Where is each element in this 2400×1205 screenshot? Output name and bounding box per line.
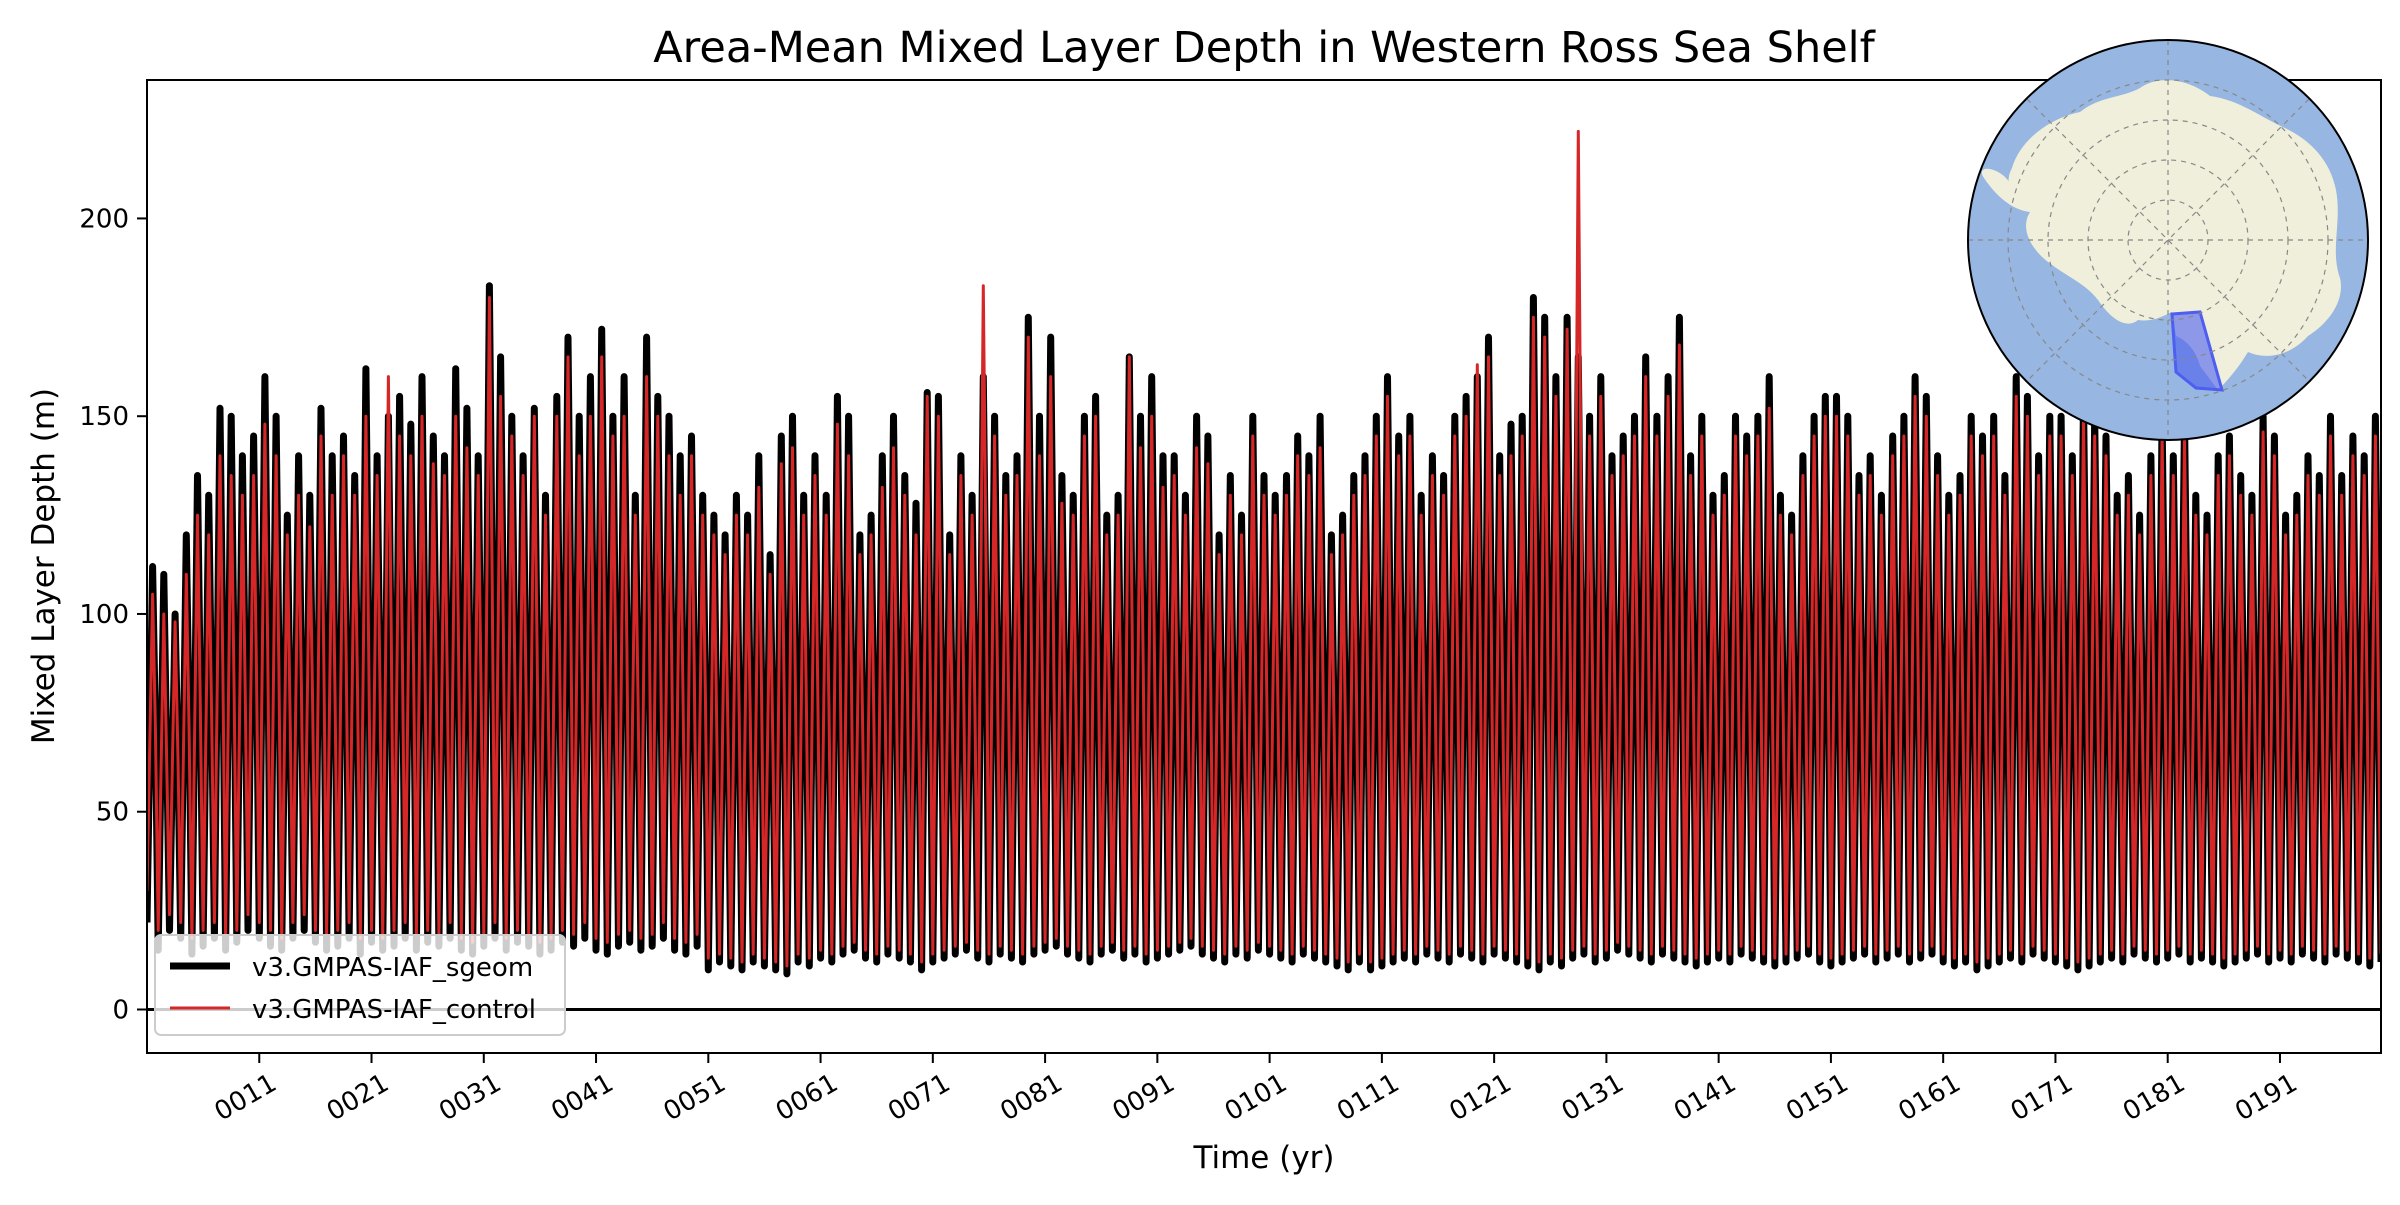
y-axis: 0 50 100 150 200: [79, 204, 147, 1025]
antarctica-landmass: [2008, 80, 2341, 390]
x-tick-label: 0041: [546, 1068, 618, 1127]
legend-label-sgeom: v3.GMPAS-IAF_sgeom: [252, 953, 533, 983]
x-tick-label: 0011: [210, 1068, 282, 1127]
x-tick-label: 0131: [1557, 1068, 1629, 1127]
x-tick-label: 0141: [1669, 1068, 1741, 1127]
antarctic-peninsula: [1981, 168, 2030, 212]
y-tick-label: 200: [79, 204, 129, 234]
y-tick-label: 0: [112, 995, 129, 1025]
inset-globe-map: [1967, 39, 2369, 441]
x-tick-label: 0191: [2230, 1068, 2302, 1127]
x-tick-label: 0021: [322, 1068, 394, 1127]
graticule: [1968, 40, 2368, 440]
x-tick-label: 0081: [995, 1068, 1067, 1127]
y-tick-label: 50: [96, 798, 129, 828]
x-tick-label: 0111: [1332, 1068, 1404, 1127]
series-line-control: [147, 129, 2381, 968]
x-axis: 0011 0021 0031 0041 0051 0061 0071 0081 0091 0101…: [210, 1053, 2303, 1127]
x-tick-label: 0031: [434, 1068, 506, 1127]
y-tick-label: 100: [79, 600, 129, 630]
x-tick-label: 0091: [1108, 1068, 1180, 1127]
legend-label-control: v3.GMPAS-IAF_control: [252, 995, 536, 1025]
x-tick-label: 0121: [1444, 1068, 1516, 1127]
x-tick-label: 0151: [1781, 1068, 1853, 1127]
x-tick-label: 0101: [1220, 1068, 1292, 1127]
plot-frame: [146, 79, 2382, 1054]
legend-box: [154, 934, 566, 1036]
x-tick-label: 0161: [1893, 1068, 1965, 1127]
x-tick-label: 0051: [659, 1068, 731, 1127]
x-axis-label: Time (yr): [1193, 1140, 1335, 1176]
x-tick-label: 0171: [2006, 1068, 2078, 1127]
x-tick-label: 0061: [771, 1068, 843, 1127]
chart-title: Area-Mean Mixed Layer Depth in Western R…: [653, 23, 1875, 73]
ross-sea-region: [2170, 310, 2225, 392]
inset-globe-outline: [1967, 39, 2369, 441]
y-tick-label: 150: [79, 402, 129, 432]
y-axis-label: Mixed Layer Depth (m): [26, 388, 62, 744]
legend: v3.GMPAS-IAF_sgeom v3.GMPAS-IAF_control: [154, 934, 566, 1036]
x-tick-label: 0071: [883, 1068, 955, 1127]
x-tick-label: 0181: [2118, 1068, 2190, 1127]
